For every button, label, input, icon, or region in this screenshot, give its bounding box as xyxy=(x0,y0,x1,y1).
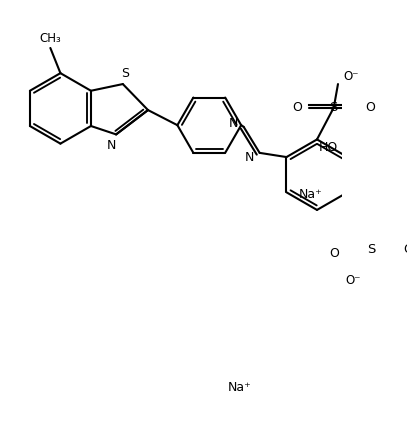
Text: O: O xyxy=(292,101,302,114)
Text: S: S xyxy=(121,67,129,80)
Text: S: S xyxy=(367,243,376,256)
Text: Na⁺: Na⁺ xyxy=(299,188,322,201)
Text: O⁻: O⁻ xyxy=(345,274,361,287)
Text: O: O xyxy=(365,101,376,114)
Text: O: O xyxy=(403,243,407,256)
Text: N: N xyxy=(229,117,238,130)
Text: CH₃: CH₃ xyxy=(39,32,61,45)
Text: O⁻: O⁻ xyxy=(343,70,359,83)
Text: N: N xyxy=(107,139,117,152)
Text: S: S xyxy=(330,101,338,114)
Text: Na⁺: Na⁺ xyxy=(227,381,251,394)
Text: N: N xyxy=(245,151,254,164)
Text: O: O xyxy=(330,247,339,260)
Text: HO: HO xyxy=(319,141,338,154)
